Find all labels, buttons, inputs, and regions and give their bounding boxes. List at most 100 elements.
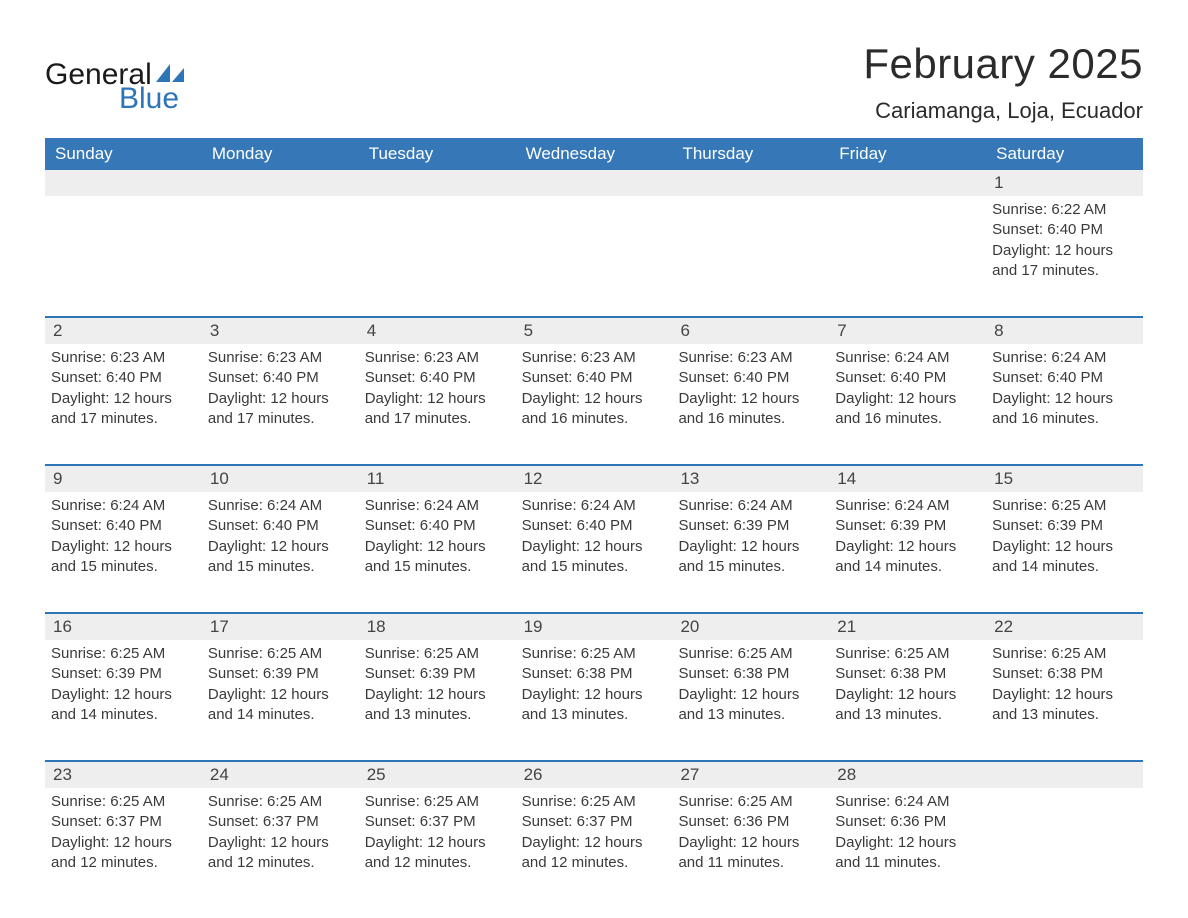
weekday-header: Monday xyxy=(202,138,359,170)
day-cell: 23Sunrise: 6:25 AMSunset: 6:37 PMDayligh… xyxy=(45,762,202,882)
day-cell: 20Sunrise: 6:25 AMSunset: 6:38 PMDayligh… xyxy=(672,614,829,734)
day-details: Sunrise: 6:24 AMSunset: 6:39 PMDaylight:… xyxy=(672,492,829,577)
sunrise-text: Sunrise: 6:25 AM xyxy=(835,644,980,664)
sunset-text: Sunset: 6:40 PM xyxy=(365,516,510,536)
day-cell: 21Sunrise: 6:25 AMSunset: 6:38 PMDayligh… xyxy=(829,614,986,734)
day-details: Sunrise: 6:25 AMSunset: 6:37 PMDaylight:… xyxy=(359,788,516,873)
daylight-text: Daylight: 12 hours and 12 minutes. xyxy=(208,833,353,874)
sunrise-text: Sunrise: 6:25 AM xyxy=(678,792,823,812)
day-number: 28 xyxy=(829,762,986,788)
page-header: General Blue February 2025 Cariamanga, L… xyxy=(45,40,1143,124)
daylight-text: Daylight: 12 hours and 14 minutes. xyxy=(835,537,980,578)
sunrise-text: Sunrise: 6:25 AM xyxy=(678,644,823,664)
daylight-text: Daylight: 12 hours and 12 minutes. xyxy=(51,833,196,874)
daylight-text: Daylight: 12 hours and 13 minutes. xyxy=(992,685,1137,726)
day-details: Sunrise: 6:25 AMSunset: 6:37 PMDaylight:… xyxy=(45,788,202,873)
day-details: Sunrise: 6:25 AMSunset: 6:36 PMDaylight:… xyxy=(672,788,829,873)
sunset-text: Sunset: 6:39 PM xyxy=(51,664,196,684)
daylight-text: Daylight: 12 hours and 15 minutes. xyxy=(365,537,510,578)
day-number: 18 xyxy=(359,614,516,640)
sunrise-text: Sunrise: 6:23 AM xyxy=(208,348,353,368)
day-number: 21 xyxy=(829,614,986,640)
day-number: 20 xyxy=(672,614,829,640)
day-details: Sunrise: 6:25 AMSunset: 6:39 PMDaylight:… xyxy=(45,640,202,725)
day-details: Sunrise: 6:25 AMSunset: 6:37 PMDaylight:… xyxy=(202,788,359,873)
day-cell: 27Sunrise: 6:25 AMSunset: 6:36 PMDayligh… xyxy=(672,762,829,882)
day-cell: 5Sunrise: 6:23 AMSunset: 6:40 PMDaylight… xyxy=(516,318,673,438)
weekday-header: Friday xyxy=(829,138,986,170)
day-cell: 11Sunrise: 6:24 AMSunset: 6:40 PMDayligh… xyxy=(359,466,516,586)
day-number: 6 xyxy=(672,318,829,344)
day-number: 5 xyxy=(516,318,673,344)
day-number: 15 xyxy=(986,466,1143,492)
sunrise-text: Sunrise: 6:24 AM xyxy=(835,348,980,368)
day-number: 3 xyxy=(202,318,359,344)
weekday-header: Sunday xyxy=(45,138,202,170)
sunset-text: Sunset: 6:36 PM xyxy=(678,812,823,832)
day-cell: 13Sunrise: 6:24 AMSunset: 6:39 PMDayligh… xyxy=(672,466,829,586)
day-details: Sunrise: 6:25 AMSunset: 6:39 PMDaylight:… xyxy=(359,640,516,725)
sunset-text: Sunset: 6:38 PM xyxy=(522,664,667,684)
week-row: 2Sunrise: 6:23 AMSunset: 6:40 PMDaylight… xyxy=(45,316,1143,438)
logo-sail-icon xyxy=(156,64,184,84)
week-row: 9Sunrise: 6:24 AMSunset: 6:40 PMDaylight… xyxy=(45,464,1143,586)
day-cell: 22Sunrise: 6:25 AMSunset: 6:38 PMDayligh… xyxy=(986,614,1143,734)
sunrise-text: Sunrise: 6:23 AM xyxy=(365,348,510,368)
day-number: 9 xyxy=(45,466,202,492)
week-row: 23Sunrise: 6:25 AMSunset: 6:37 PMDayligh… xyxy=(45,760,1143,882)
day-cell: 16Sunrise: 6:25 AMSunset: 6:39 PMDayligh… xyxy=(45,614,202,734)
day-details: Sunrise: 6:24 AMSunset: 6:39 PMDaylight:… xyxy=(829,492,986,577)
day-details: Sunrise: 6:23 AMSunset: 6:40 PMDaylight:… xyxy=(45,344,202,429)
weekday-header: Tuesday xyxy=(359,138,516,170)
day-details: Sunrise: 6:24 AMSunset: 6:40 PMDaylight:… xyxy=(45,492,202,577)
day-number: 24 xyxy=(202,762,359,788)
weekday-header: Thursday xyxy=(672,138,829,170)
daylight-text: Daylight: 12 hours and 11 minutes. xyxy=(678,833,823,874)
week-row: 1Sunrise: 6:22 AMSunset: 6:40 PMDaylight… xyxy=(45,170,1143,290)
sunset-text: Sunset: 6:40 PM xyxy=(835,368,980,388)
day-number: 7 xyxy=(829,318,986,344)
day-number: 2 xyxy=(45,318,202,344)
sunrise-text: Sunrise: 6:23 AM xyxy=(51,348,196,368)
day-number xyxy=(202,170,359,196)
day-details: Sunrise: 6:23 AMSunset: 6:40 PMDaylight:… xyxy=(516,344,673,429)
daylight-text: Daylight: 12 hours and 17 minutes. xyxy=(51,389,196,430)
day-number: 27 xyxy=(672,762,829,788)
day-cell: 6Sunrise: 6:23 AMSunset: 6:40 PMDaylight… xyxy=(672,318,829,438)
sunset-text: Sunset: 6:37 PM xyxy=(208,812,353,832)
sunset-text: Sunset: 6:40 PM xyxy=(678,368,823,388)
day-number: 11 xyxy=(359,466,516,492)
daylight-text: Daylight: 12 hours and 16 minutes. xyxy=(678,389,823,430)
sunset-text: Sunset: 6:37 PM xyxy=(51,812,196,832)
sunset-text: Sunset: 6:37 PM xyxy=(365,812,510,832)
title-block: February 2025 Cariamanga, Loja, Ecuador xyxy=(863,40,1143,124)
day-cell: 15Sunrise: 6:25 AMSunset: 6:39 PMDayligh… xyxy=(986,466,1143,586)
sunset-text: Sunset: 6:40 PM xyxy=(992,368,1137,388)
day-cell xyxy=(202,170,359,290)
sunrise-text: Sunrise: 6:25 AM xyxy=(992,496,1137,516)
sunset-text: Sunset: 6:39 PM xyxy=(365,664,510,684)
day-cell: 8Sunrise: 6:24 AMSunset: 6:40 PMDaylight… xyxy=(986,318,1143,438)
day-number: 12 xyxy=(516,466,673,492)
sunrise-text: Sunrise: 6:23 AM xyxy=(522,348,667,368)
sunrise-text: Sunrise: 6:24 AM xyxy=(992,348,1137,368)
day-cell: 7Sunrise: 6:24 AMSunset: 6:40 PMDaylight… xyxy=(829,318,986,438)
day-details: Sunrise: 6:24 AMSunset: 6:40 PMDaylight:… xyxy=(516,492,673,577)
sunset-text: Sunset: 6:40 PM xyxy=(365,368,510,388)
sunset-text: Sunset: 6:39 PM xyxy=(208,664,353,684)
sunset-text: Sunset: 6:39 PM xyxy=(992,516,1137,536)
day-cell: 19Sunrise: 6:25 AMSunset: 6:38 PMDayligh… xyxy=(516,614,673,734)
daylight-text: Daylight: 12 hours and 17 minutes. xyxy=(208,389,353,430)
day-number: 8 xyxy=(986,318,1143,344)
day-number: 13 xyxy=(672,466,829,492)
day-details: Sunrise: 6:24 AMSunset: 6:40 PMDaylight:… xyxy=(359,492,516,577)
day-cell xyxy=(986,762,1143,882)
sunrise-text: Sunrise: 6:25 AM xyxy=(51,792,196,812)
daylight-text: Daylight: 12 hours and 14 minutes. xyxy=(208,685,353,726)
daylight-text: Daylight: 12 hours and 17 minutes. xyxy=(992,241,1137,282)
sunrise-text: Sunrise: 6:25 AM xyxy=(208,792,353,812)
daylight-text: Daylight: 12 hours and 17 minutes. xyxy=(365,389,510,430)
day-number xyxy=(45,170,202,196)
day-number: 25 xyxy=(359,762,516,788)
sunrise-text: Sunrise: 6:24 AM xyxy=(835,496,980,516)
